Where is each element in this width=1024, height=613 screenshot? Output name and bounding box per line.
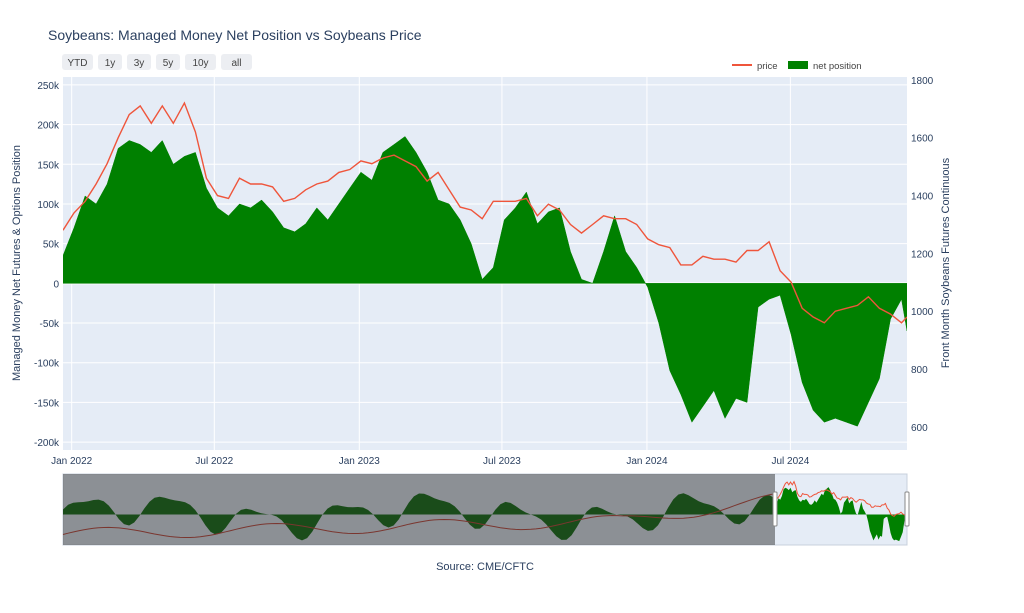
range-slider-mask [63, 474, 775, 545]
range-button-bg [185, 54, 216, 70]
range-selector: YTD 1y 3y 5y 10y all [62, 54, 252, 70]
range-button-label: YTD [68, 58, 88, 69]
y-right-tick-label: 1800 [911, 76, 934, 87]
main-plot [63, 101, 907, 427]
y-left-tick-label: 50k [43, 240, 60, 251]
range-button-all[interactable]: all [221, 54, 252, 70]
legend-price-label[interactable]: price [757, 61, 778, 72]
y-right-tick-label: 1400 [911, 192, 934, 203]
x-tick-label: Jul 2023 [483, 456, 521, 467]
legend-net-position-swatch [788, 61, 808, 69]
y-axis-left-label: Managed Money Net Futures & Options Posi… [11, 145, 23, 381]
y-right-tick-label: 1000 [911, 307, 934, 318]
y-left-tick-label: 150k [37, 160, 60, 171]
range-button-label: 10y [192, 58, 208, 69]
y-axis-right-label: Front Month Soybeans Futures Continuous [940, 157, 952, 368]
range-button-bg [127, 54, 151, 70]
slider-net-position-area [775, 487, 907, 542]
range-button-bg [98, 54, 122, 70]
y-left-tick-label: -100k [34, 359, 60, 370]
x-tick-label: Jul 2024 [771, 456, 809, 467]
legend: price net position [732, 61, 862, 72]
range-button-bg [156, 54, 180, 70]
x-tick-label: Jan 2024 [626, 456, 668, 467]
x-tick-label: Jul 2022 [195, 456, 233, 467]
y-left-tick-label: -150k [34, 398, 60, 409]
axes: -200k -150k -100k -50k 0 50k 100k 150k 200k 250k 6… [34, 76, 934, 467]
price-line [63, 101, 907, 324]
range-button-10y[interactable]: 10y [185, 54, 216, 70]
y-left-tick-label: 0 [53, 279, 59, 290]
y-left-tick-label: 100k [37, 200, 60, 211]
y-left-tick-label: -50k [40, 319, 60, 330]
range-button-label: 3y [134, 58, 145, 69]
x-tick-label: Jan 2022 [51, 456, 93, 467]
y-right-tick-label: 1600 [911, 134, 934, 145]
range-slider-handle-left[interactable] [772, 491, 778, 527]
range-button-label: 1y [105, 58, 116, 69]
range-slider[interactable] [62, 473, 910, 546]
y-left-tick-label: 250k [37, 81, 60, 92]
range-button-label: 5y [163, 58, 174, 69]
y-left-tick-label: -200k [34, 438, 60, 449]
range-slider-handle-right[interactable] [904, 491, 910, 527]
y-right-tick-label: 600 [911, 423, 928, 434]
legend-net-position-label[interactable]: net position [813, 61, 862, 72]
net-position-area [63, 136, 907, 427]
source-note: Source: CME/CFTC [436, 561, 534, 573]
range-button-bg [221, 54, 252, 70]
range-button-label: all [231, 58, 241, 69]
range-button-5y[interactable]: 5y [156, 54, 180, 70]
range-button-1y[interactable]: 1y [98, 54, 122, 70]
y-right-tick-label: 800 [911, 365, 928, 376]
range-button-bg [62, 54, 93, 70]
x-tick-label: Jan 2023 [339, 456, 381, 467]
range-button-3y[interactable]: 3y [127, 54, 151, 70]
slider-price-line [774, 480, 907, 517]
y-right-tick-label: 1200 [911, 249, 934, 260]
chart-title: Soybeans: Managed Money Net Position vs … [48, 27, 422, 43]
y-left-tick-label: 200k [37, 121, 60, 132]
range-button-ytd[interactable]: YTD [62, 54, 93, 70]
